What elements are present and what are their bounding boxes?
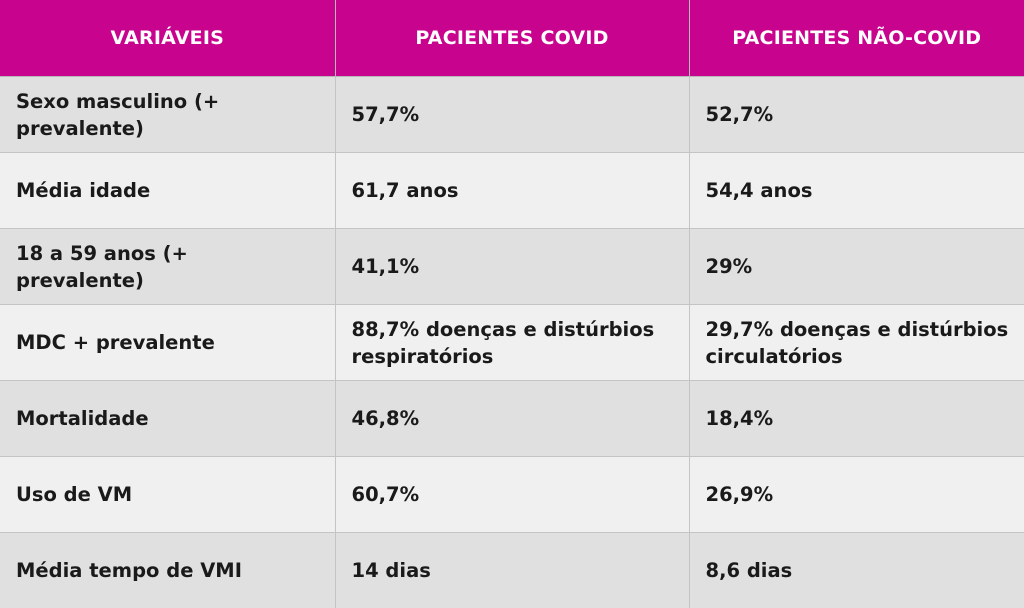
table-body: Sexo masculino (+ prevalente) 57,7% 52,7… bbox=[0, 77, 1024, 608]
cell-nao-covid: 18,4% bbox=[689, 381, 1024, 457]
cell-variable: Média idade bbox=[0, 153, 335, 229]
cell-variable: MDC + prevalente bbox=[0, 305, 335, 381]
header-row: VARIÁVEIS PACIENTES COVID PACIENTES NÃO-… bbox=[0, 0, 1024, 77]
table-row: Sexo masculino (+ prevalente) 57,7% 52,7… bbox=[0, 77, 1024, 153]
cell-variable: Mortalidade bbox=[0, 381, 335, 457]
table-row: Média tempo de VMI 14 dias 8,6 dias bbox=[0, 533, 1024, 608]
table-row: Uso de VM 60,7% 26,9% bbox=[0, 457, 1024, 533]
cell-variable: 18 a 59 anos (+ prevalente) bbox=[0, 229, 335, 305]
cell-variable: Uso de VM bbox=[0, 457, 335, 533]
cell-nao-covid: 54,4 anos bbox=[689, 153, 1024, 229]
header-pacientes-nao-covid: PACIENTES NÃO-COVID bbox=[689, 0, 1024, 77]
cell-covid: 57,7% bbox=[335, 77, 689, 153]
cell-covid: 46,8% bbox=[335, 381, 689, 457]
cell-covid: 88,7% doenças e distúrbios respiratórios bbox=[335, 305, 689, 381]
cell-covid: 60,7% bbox=[335, 457, 689, 533]
cell-variable: Média tempo de VMI bbox=[0, 533, 335, 608]
table-row: Média idade 61,7 anos 54,4 anos bbox=[0, 153, 1024, 229]
cell-variable: Sexo masculino (+ prevalente) bbox=[0, 77, 335, 153]
cell-nao-covid: 29% bbox=[689, 229, 1024, 305]
cell-covid: 61,7 anos bbox=[335, 153, 689, 229]
table-row: 18 a 59 anos (+ prevalente) 41,1% 29% bbox=[0, 229, 1024, 305]
table-header: VARIÁVEIS PACIENTES COVID PACIENTES NÃO-… bbox=[0, 0, 1024, 77]
cell-nao-covid: 8,6 dias bbox=[689, 533, 1024, 608]
header-pacientes-covid: PACIENTES COVID bbox=[335, 0, 689, 77]
header-variaveis: VARIÁVEIS bbox=[0, 0, 335, 77]
cell-covid: 14 dias bbox=[335, 533, 689, 608]
table-row: Mortalidade 46,8% 18,4% bbox=[0, 381, 1024, 457]
cell-nao-covid: 52,7% bbox=[689, 77, 1024, 153]
cell-nao-covid: 29,7% doenças e distúrbios circulatórios bbox=[689, 305, 1024, 381]
cell-nao-covid: 26,9% bbox=[689, 457, 1024, 533]
cell-covid: 41,1% bbox=[335, 229, 689, 305]
table-row: MDC + prevalente 88,7% doenças e distúrb… bbox=[0, 305, 1024, 381]
